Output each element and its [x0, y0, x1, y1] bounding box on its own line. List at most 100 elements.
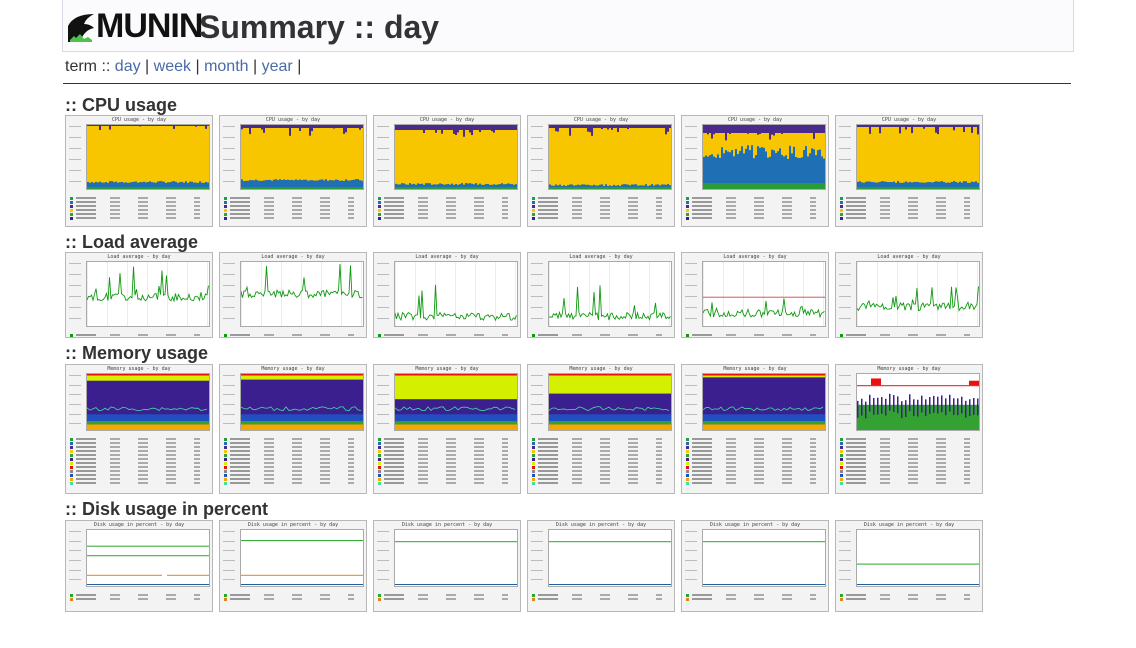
graph-legend [532, 333, 670, 337]
graph-title: Disk usage in percent - by day [555, 522, 647, 528]
mem-graph-thumbnail[interactable]: Memory usage - by day [219, 364, 367, 494]
nav-term-label: term [65, 58, 97, 75]
graph-plot-area [86, 373, 210, 431]
page-title: Summary :: day [199, 9, 440, 45]
graph-legend [378, 196, 516, 220]
cpu-graph-thumbnail[interactable]: CPU usage - by day [681, 115, 829, 227]
graph-plot-area [394, 124, 518, 190]
graph-plot-area [548, 124, 672, 190]
munin-raven-icon [68, 14, 94, 42]
graph-plot-area [394, 261, 518, 327]
load-graph-thumbnail[interactable]: Load average - by day [373, 252, 521, 338]
load-graph-thumbnail[interactable]: Load average - by day [681, 252, 829, 338]
graph-legend [532, 196, 670, 220]
graph-title: Memory usage - by day [569, 366, 633, 372]
graph-legend [840, 333, 978, 337]
graph-legend [686, 437, 824, 485]
graph-plot-area [86, 261, 210, 327]
graph-legend [224, 196, 362, 220]
mem-graph-thumbnail[interactable]: Memory usage - by day [527, 364, 675, 494]
disk-graph-thumbnail[interactable]: Disk usage in percent - by day [681, 520, 829, 612]
disk-graph-thumbnail[interactable]: Disk usage in percent - by day [65, 520, 213, 612]
graph-plot-area [86, 124, 210, 190]
graph-plot-area [856, 529, 980, 587]
disk-graph-thumbnail[interactable]: Disk usage in percent - by day [219, 520, 367, 612]
graph-title: CPU usage - by day [881, 117, 937, 123]
mem-graph-thumbnail[interactable]: Memory usage - by day [835, 364, 983, 494]
graph-plot-area [856, 261, 980, 327]
graph-plot-area [548, 529, 672, 587]
header-divider [63, 83, 1071, 84]
graph-title: Load average - by day [107, 254, 171, 260]
nav-link-week[interactable]: week [153, 58, 192, 75]
cpu-graph-thumbnail[interactable]: CPU usage - by day [527, 115, 675, 227]
nav-link-month[interactable]: month [204, 58, 249, 75]
load-graph-thumbnail[interactable]: Load average - by day [527, 252, 675, 338]
graph-legend [378, 593, 516, 601]
graph-plot-area [856, 373, 980, 431]
cpu-graph-thumbnail[interactable]: CPU usage - by day [65, 115, 213, 227]
section-title-load: :: Load average [65, 232, 199, 252]
munin-logo[interactable]: MUNIN [66, 8, 203, 44]
graph-legend [70, 196, 208, 220]
graph-plot-area [240, 373, 364, 431]
disk-graph-thumbnail[interactable]: Disk usage in percent - by day [835, 520, 983, 612]
graph-plot-area [240, 261, 364, 327]
section-title-memory: :: Memory usage [65, 343, 209, 363]
graph-title: Load average - by day [723, 254, 787, 260]
graph-title: Disk usage in percent - by day [709, 522, 801, 528]
graph-plot-area [702, 373, 826, 431]
graph-title: CPU usage - by day [419, 117, 475, 123]
graph-title: Disk usage in percent - by day [247, 522, 339, 528]
graph-title: Load average - by day [877, 254, 941, 260]
nav-link-year[interactable]: year [261, 58, 293, 75]
cpu-graph-thumbnail[interactable]: CPU usage - by day [373, 115, 521, 227]
graph-title: Memory usage - by day [415, 366, 479, 372]
graph-legend [532, 593, 670, 601]
mem-graph-thumbnail[interactable]: Memory usage - by day [373, 364, 521, 494]
graph-title: Memory usage - by day [723, 366, 787, 372]
graph-title: Memory usage - by day [261, 366, 325, 372]
graph-legend [224, 437, 362, 485]
graph-plot-area [548, 261, 672, 327]
load-graph-thumbnail[interactable]: Load average - by day [219, 252, 367, 338]
graph-legend [224, 333, 362, 337]
graph-legend [378, 437, 516, 485]
graph-plot-area [394, 529, 518, 587]
load-graph-thumbnail[interactable]: Load average - by day [835, 252, 983, 338]
graph-title: Disk usage in percent - by day [401, 522, 493, 528]
mem-graph-thumbnail[interactable]: Memory usage - by day [681, 364, 829, 494]
graph-title: Load average - by day [569, 254, 633, 260]
graph-title: CPU usage - by day [265, 117, 321, 123]
graph-plot-area [394, 373, 518, 431]
mem-graph-thumbnail[interactable]: Memory usage - by day [65, 364, 213, 494]
graph-plot-area [702, 261, 826, 327]
graph-legend [840, 593, 978, 601]
graph-title: CPU usage - by day [573, 117, 629, 123]
graph-legend [70, 333, 208, 337]
cpu-graph-thumbnail[interactable]: CPU usage - by day [835, 115, 983, 227]
graph-plot-area [240, 124, 364, 190]
section-title-disk: :: Disk usage in percent [65, 499, 269, 519]
graph-title: Disk usage in percent - by day [863, 522, 955, 528]
section-title-cpu: :: CPU usage [65, 95, 178, 115]
graph-legend [378, 333, 516, 337]
disk-graph-thumbnail[interactable]: Disk usage in percent - by day [373, 520, 521, 612]
graph-legend [70, 437, 208, 485]
graph-title: Load average - by day [261, 254, 325, 260]
graph-plot-area [702, 124, 826, 190]
graph-plot-area [240, 529, 364, 587]
cpu-graph-thumbnail[interactable]: CPU usage - by day [219, 115, 367, 227]
graph-title: Disk usage in percent - by day [93, 522, 185, 528]
graph-legend [532, 437, 670, 485]
load-graph-thumbnail[interactable]: Load average - by day [65, 252, 213, 338]
graph-title: CPU usage - by day [727, 117, 783, 123]
header-bar: MUNIN Summary :: day [62, 0, 1074, 52]
graph-legend [686, 333, 824, 337]
graph-legend [686, 593, 824, 601]
graph-legend [70, 593, 208, 601]
nav-link-day[interactable]: day [114, 58, 141, 75]
disk-graph-thumbnail[interactable]: Disk usage in percent - by day [527, 520, 675, 612]
logo-wordmark: MUNIN [96, 7, 203, 45]
graph-title: Memory usage - by day [877, 366, 941, 372]
